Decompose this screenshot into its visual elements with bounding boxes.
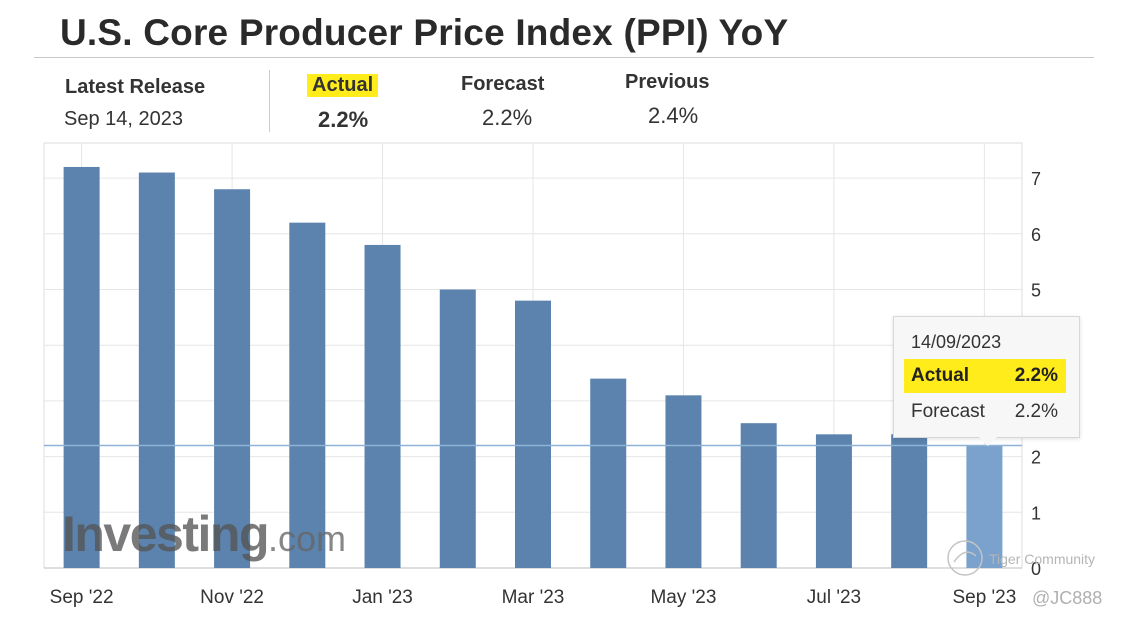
y-tick-label: 0 <box>1031 559 1041 579</box>
watermark-suffix: .com <box>267 518 346 559</box>
tooltip-pointer <box>978 436 998 446</box>
tiger-community-text: Tiger Community <box>989 551 1096 567</box>
bar-apr-23[interactable] <box>590 378 627 568</box>
tooltip-forecast-value: 2.2% <box>1014 401 1058 422</box>
tooltip-actual-value: 2.2% <box>1014 365 1058 386</box>
y-tick-label: 7 <box>1031 169 1041 189</box>
bar-feb-23[interactable] <box>439 289 476 569</box>
forecast-value: 2.2% <box>482 105 533 130</box>
y-tick-label: 2 <box>1031 448 1041 468</box>
watermark-brand: Investing <box>62 506 269 562</box>
bar-nov-22[interactable] <box>214 189 251 569</box>
latest-release-label: Latest Release <box>65 76 206 98</box>
previous-value: 2.4% <box>648 103 699 128</box>
summary-divider <box>269 70 270 132</box>
author-handle: @JC888 <box>1032 588 1103 608</box>
tiger-logo-icon <box>947 540 983 576</box>
bar-sep-22[interactable] <box>63 166 100 568</box>
tooltip-actual-label: Actual <box>911 365 970 386</box>
x-tick-label: Mar '23 <box>502 587 565 608</box>
bar-jun-23[interactable] <box>740 423 777 568</box>
x-axis-ticks: Sep '22 Nov '22 Jan '23 Mar '23 May '23 Jul '… <box>50 587 1017 608</box>
x-tick-label: Jan '23 <box>352 587 413 608</box>
tooltip-date: 14/09/2023 <box>911 332 1002 352</box>
bar-aug-23[interactable] <box>891 434 928 568</box>
investing-watermark: Investing.com <box>62 505 346 563</box>
x-tick-label: Jul '23 <box>807 587 861 608</box>
actual-label: Actual <box>307 74 379 97</box>
tooltip-actual-row: Actual 2.2% <box>904 359 1066 393</box>
tooltip-forecast-row: Forecast 2.2% <box>904 395 1066 429</box>
page-title: U.S. Core Producer Price Index (PPI) YoY <box>60 12 789 53</box>
bar-jul-23[interactable] <box>815 434 852 568</box>
y-tick-label: 5 <box>1031 281 1041 301</box>
x-tick-label: Sep '23 <box>952 587 1016 608</box>
x-tick-label: May '23 <box>650 587 716 608</box>
bar-oct-22[interactable] <box>138 172 175 568</box>
bar-sep-23[interactable] <box>966 445 1003 568</box>
x-tick-label: Nov '22 <box>200 587 264 608</box>
tooltip-forecast-label: Forecast <box>911 401 985 422</box>
forecast-label: Forecast <box>461 73 545 95</box>
chart-tooltip: 14/09/2023 Actual 2.2% Forecast 2.2% <box>893 316 1080 438</box>
actual-value: 2.2% <box>318 107 369 132</box>
bars <box>63 166 1003 569</box>
y-tick-label: 6 <box>1031 225 1041 245</box>
y-tick-label: 1 <box>1031 503 1041 523</box>
title-divider <box>34 57 1094 58</box>
bar-jan-23[interactable] <box>364 244 401 568</box>
x-tick-label: Sep '22 <box>50 587 114 608</box>
previous-label: Previous <box>625 71 710 93</box>
release-summary: Latest Release Sep 14, 2023 Actual 2.2% … <box>0 70 800 140</box>
y-axis-ticks: 0 1 2 5 6 7 <box>1031 169 1041 579</box>
bar-may-23[interactable] <box>665 395 702 568</box>
tiger-community-watermark: Tiger Community <box>945 540 1115 576</box>
bar-dec-22[interactable] <box>289 222 326 568</box>
bar-mar-23[interactable] <box>515 300 551 568</box>
latest-release-date: Sep 14, 2023 <box>64 108 183 130</box>
